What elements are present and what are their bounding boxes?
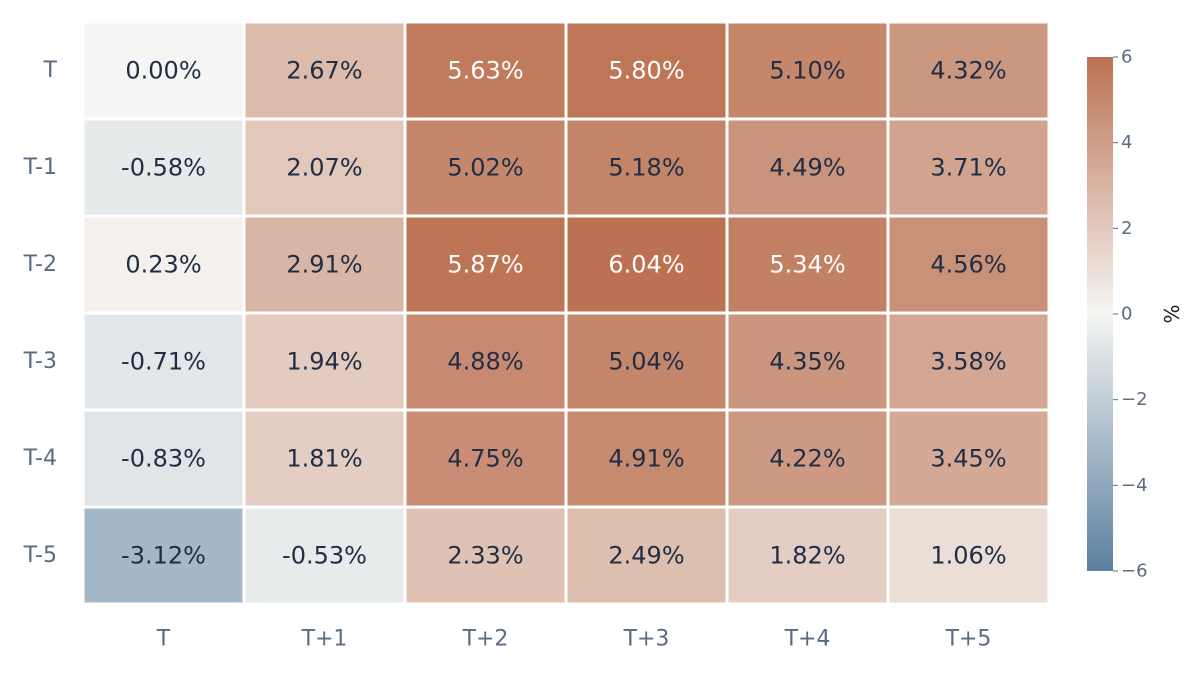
colorbar-tick-label: 0 xyxy=(1121,304,1132,325)
heatmap-cell xyxy=(245,508,404,603)
y-tick-label: T-2 xyxy=(23,252,57,277)
heatmap-cell xyxy=(889,23,1048,118)
heatmap-cell xyxy=(245,411,404,506)
colorbar-tick-label: −6 xyxy=(1121,561,1148,582)
y-tick-label: T-1 xyxy=(23,155,57,180)
cell-label: 3.58% xyxy=(930,348,1006,376)
heatmap-cell xyxy=(728,508,887,603)
heatmap-cell xyxy=(406,120,565,215)
cell-label: -3.12% xyxy=(121,542,206,570)
cell-label: 5.04% xyxy=(608,348,684,376)
heatmap-cell xyxy=(406,217,565,312)
x-axis-labels: T T+1 T+2 T+3 T+4 T+5 xyxy=(156,627,992,652)
colorbar-tick-label: −4 xyxy=(1121,475,1148,496)
cell-label: 3.71% xyxy=(930,154,1006,182)
cell-label: -0.71% xyxy=(121,348,206,376)
heatmap-cell xyxy=(567,411,726,506)
cell-label: 2.07% xyxy=(286,154,362,182)
y-tick-label: T xyxy=(43,58,58,83)
heatmap-cell xyxy=(84,314,243,409)
cell-label: 6.04% xyxy=(608,251,684,279)
heatmap-cell xyxy=(889,217,1048,312)
x-tick-label: T xyxy=(156,627,171,652)
heatmap-cell xyxy=(406,411,565,506)
cell-label: 4.22% xyxy=(769,445,845,473)
y-tick-label: T-3 xyxy=(23,349,57,374)
cell-label: 2.49% xyxy=(608,542,684,570)
cell-label: -0.83% xyxy=(121,445,206,473)
heatmap-cell xyxy=(245,23,404,118)
heatmap-cell xyxy=(728,314,887,409)
colorbar-ticks: 6 4 2 0 −2 −4 −6 xyxy=(1113,47,1148,582)
cell-label: 4.35% xyxy=(769,348,845,376)
colorbar-tick-label: 4 xyxy=(1121,132,1132,153)
heatmap-cell xyxy=(84,23,243,118)
cell-label: 5.87% xyxy=(447,251,523,279)
cell-label: 4.88% xyxy=(447,348,523,376)
cell-label: 5.18% xyxy=(608,154,684,182)
heatmap-cell xyxy=(567,314,726,409)
heatmap-cell xyxy=(245,217,404,312)
cell-label: 3.45% xyxy=(930,445,1006,473)
heatmap-cell xyxy=(84,508,243,603)
colorbar-tick-label: −2 xyxy=(1121,389,1148,410)
colorbar-gradient xyxy=(1087,57,1113,571)
heatmap-cell xyxy=(245,120,404,215)
cell-label: 5.80% xyxy=(608,57,684,85)
heatmap-cell xyxy=(406,314,565,409)
heatmap-cell xyxy=(889,411,1048,506)
heatmap-cell xyxy=(728,23,887,118)
heatmap-cell xyxy=(567,217,726,312)
heatmap-cell xyxy=(889,314,1048,409)
heatmap-cell xyxy=(84,120,243,215)
cell-label: 5.02% xyxy=(447,154,523,182)
heatmap-cell xyxy=(406,508,565,603)
heatmap-cell xyxy=(84,411,243,506)
heatmap-cell xyxy=(84,217,243,312)
cell-label: 1.94% xyxy=(286,348,362,376)
heatmap-cell xyxy=(406,23,565,118)
cell-label: -0.58% xyxy=(121,154,206,182)
heatmap-cell xyxy=(567,120,726,215)
cell-label: 1.81% xyxy=(286,445,362,473)
x-tick-label: T+2 xyxy=(462,627,509,652)
cell-label: 0.00% xyxy=(125,57,201,85)
cell-label: 2.33% xyxy=(447,542,523,570)
cell-label: 2.67% xyxy=(286,57,362,85)
heatmap-cell xyxy=(728,120,887,215)
cell-label: 5.34% xyxy=(769,251,845,279)
colorbar-tick-label: 2 xyxy=(1121,218,1132,239)
colorbar-tick-label: 6 xyxy=(1121,47,1132,68)
colorbar-title: % xyxy=(1160,304,1184,323)
cell-label: 4.75% xyxy=(447,445,523,473)
cell-label: 1.82% xyxy=(769,542,845,570)
y-axis-labels: T T-1 T-2 T-3 T-4 T-5 xyxy=(23,58,58,568)
cell-label: 2.91% xyxy=(286,251,362,279)
heatmap-cell xyxy=(567,23,726,118)
cell-label: 4.32% xyxy=(930,57,1006,85)
cell-label: 0.23% xyxy=(125,251,201,279)
heatmap-cell xyxy=(567,508,726,603)
cell-label: 4.56% xyxy=(930,251,1006,279)
x-tick-label: T+4 xyxy=(784,627,831,652)
colorbar: 6 4 2 0 −2 −4 −6 % xyxy=(1087,47,1184,582)
heatmap-cell xyxy=(728,411,887,506)
heatmap-cell xyxy=(889,508,1048,603)
heatmap-cell xyxy=(728,217,887,312)
cell-label: 4.91% xyxy=(608,445,684,473)
x-tick-label: T+1 xyxy=(301,627,348,652)
heatmap-cell xyxy=(245,314,404,409)
heatmap-cell xyxy=(889,120,1048,215)
cell-label: 5.63% xyxy=(447,57,523,85)
cell-label: -0.53% xyxy=(282,542,367,570)
x-tick-label: T+5 xyxy=(945,627,992,652)
heatmap-cells: 0.00% 2.67% 5.63% 5.80% 5.10% 4.32% -0.58% 2.07… xyxy=(84,23,1048,603)
y-tick-label: T-5 xyxy=(23,543,57,568)
x-tick-label: T+3 xyxy=(623,627,670,652)
cell-label: 4.49% xyxy=(769,154,845,182)
cell-label: 1.06% xyxy=(930,542,1006,570)
y-tick-label: T-4 xyxy=(23,446,57,471)
cell-label: 5.10% xyxy=(769,57,845,85)
